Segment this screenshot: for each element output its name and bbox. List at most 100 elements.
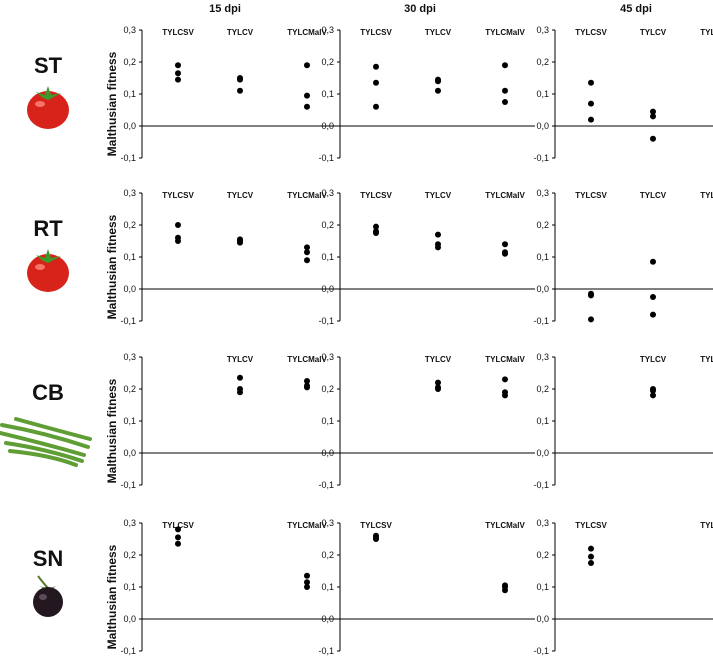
data-point [650,135,656,142]
y-tick-label: -0,1 [318,480,334,490]
y-tick-label: 0,0 [123,121,136,131]
category-label: TYLCMalV [287,28,327,37]
data-point [588,116,594,123]
category-label: TYLCSV [575,191,607,200]
category-label: TYLCV [640,191,667,200]
y-tick-label: 0,0 [536,448,549,458]
y-tick-label: 0,1 [321,416,334,426]
data-point [502,62,508,69]
data-point [175,526,181,533]
column-title: 15 dpi [209,3,241,15]
data-point [175,222,181,228]
category-label: TYLCMalV [485,355,525,364]
scatter-panel: -0,1 0,0 0,1 0,2 0,3 TYLCV TYLCMalV [533,352,713,490]
scatter-panel: -0,1 0,0 0,1 0,2 0,3 Malthusian fitness TYLCSV… [105,518,337,656]
y-tick-label: -0,1 [318,646,334,656]
data-point [237,87,243,94]
data-point [502,250,508,257]
category-label: TYLCMalV [287,355,327,364]
category-label: TYLCMalV [485,28,525,37]
data-point [175,540,181,547]
y-tick-label: 0,1 [536,582,549,592]
scatter-panel: -0,1 0,0 0,1 0,2 0,3 TYLCSV TYLCV TYLCMalV [533,25,713,163]
y-tick-label: 0,3 [123,518,136,528]
y-tick-label: 0,2 [536,384,549,394]
data-point [373,223,379,230]
data-point [588,560,594,566]
data-point [304,244,310,251]
category-label: TYLCV [227,28,254,37]
y-axis-label: Malthusian fitness [105,378,119,483]
y-tick-label: 0,2 [536,57,549,67]
data-point [304,103,310,110]
category-label: TYLCSV [575,28,607,37]
y-axis-label: Malthusian fitness [105,214,119,319]
y-tick-label: 0,3 [321,352,334,362]
category-label: TYLCSV [162,521,194,530]
data-point [588,79,594,86]
y-axis-label: Malthusian fitness [105,544,119,649]
category-label: TYLCMalV [700,28,713,37]
data-point [502,87,508,94]
y-axis-label: Malthusian fitness [105,51,119,156]
y-tick-label: 0,3 [321,188,334,198]
y-tick-label: -0,1 [318,316,334,326]
data-point [373,536,379,542]
data-point [373,63,379,70]
data-point [435,87,441,94]
y-tick-label: 0,1 [123,252,136,262]
y-tick-label: 0,0 [123,284,136,294]
y-tick-label: 0,2 [321,57,334,67]
category-label: TYLCSV [360,28,392,37]
y-tick-label: 0,2 [123,384,136,394]
scatter-panel: -0,1 0,0 0,1 0,2 0,3 TYLCSV TYLCV TYLCMalV [318,188,535,326]
data-point [304,249,310,256]
y-tick-label: 0,0 [536,614,549,624]
column-title: 45 dpi [620,3,652,15]
category-label: TYLCMalV [485,521,525,530]
tomato-icon [27,86,69,129]
y-tick-label: 0,2 [321,550,334,560]
data-point [304,257,310,264]
category-label: TYLCV [640,355,667,364]
category-label: TYLCSV [575,521,607,530]
data-point [502,392,508,399]
data-point [502,587,508,594]
nightshade-berry-icon [33,575,63,617]
data-point [237,374,243,381]
y-tick-label: 0,3 [536,188,549,198]
data-point [373,79,379,86]
data-point [650,258,656,265]
y-tick-label: 0,0 [321,448,334,458]
y-tick-label: 0,1 [123,416,136,426]
data-point [373,103,379,110]
y-tick-label: 0,1 [536,89,549,99]
y-tick-label: 0,0 [536,284,549,294]
data-point [502,376,508,383]
y-tick-label: -0,1 [318,153,334,163]
y-tick-label: -0,1 [120,316,136,326]
category-label: TYLCV [425,191,452,200]
row-label: CB [32,380,64,405]
y-tick-label: 0,1 [321,582,334,592]
data-point [304,584,310,590]
y-tick-label: 0,0 [321,284,334,294]
row-label: SN [33,546,64,571]
y-tick-label: 0,3 [536,25,549,35]
data-point [588,545,594,552]
data-point [435,386,441,392]
category-label: TYLCV [425,28,452,37]
y-tick-label: 0,1 [123,89,136,99]
data-point [588,100,594,107]
category-label: TYLCMalV [700,355,713,364]
data-point [175,70,181,77]
y-tick-label: -0,1 [533,480,549,490]
y-tick-label: 0,3 [123,352,136,362]
data-point [304,378,310,384]
data-point [175,238,181,244]
data-point [650,387,656,394]
data-point [650,113,656,120]
y-tick-label: 0,0 [536,121,549,131]
scatter-panel: -0,1 0,0 0,1 0,2 0,3 TYLCSV TYLCMalV [318,518,535,656]
